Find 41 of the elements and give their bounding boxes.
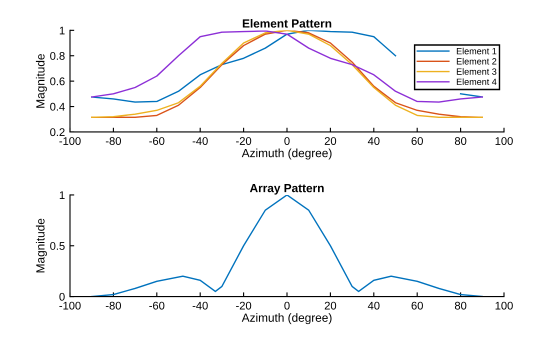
x-tick-label: 20: [324, 137, 336, 145]
x-tick-label: 20: [324, 302, 336, 310]
x-tick-label: -60: [149, 137, 164, 145]
x-axis-title: Azimuth (degree): [242, 148, 332, 160]
x-tick-label: 60: [412, 137, 423, 145]
line-series: [91, 194, 483, 297]
legend-label: Element 1: [456, 48, 496, 54]
chart-title: Element Pattern: [242, 18, 332, 28]
x-tick-label: 100: [496, 302, 513, 310]
x-tick-label: 0: [284, 137, 290, 145]
x-tick-label: 40: [368, 302, 380, 310]
x-tick-label: -100: [59, 302, 81, 310]
y-tick-label: 1: [60, 26, 65, 34]
y-axis-title: Magnitude: [36, 218, 47, 272]
x-tick-label: 60: [412, 302, 423, 310]
y-axis-title: Magnitude: [36, 54, 47, 108]
legend-label: Element 4: [456, 78, 497, 86]
legend-label: Element 3: [456, 68, 496, 75]
x-tick-label: -80: [106, 302, 121, 310]
x-tick-label: -80: [106, 137, 121, 145]
y-tick-label: 0.5: [50, 242, 65, 250]
y-tick-label: 0.6: [50, 77, 65, 86]
x-tick-label: 80: [454, 302, 466, 310]
x-tick-label: -20: [236, 137, 252, 145]
x-tick-label: 80: [454, 137, 466, 145]
x-tick-label: -100: [59, 137, 81, 145]
x-tick-label: 100: [496, 137, 513, 145]
x-tick-label: -20: [236, 302, 252, 310]
chart-title: Array Pattern: [250, 184, 324, 195]
x-tick-label: 40: [368, 137, 380, 145]
y-tick-label: 0.4: [50, 102, 65, 111]
x-tick-label: -60: [149, 302, 164, 310]
x-axis-title: Azimuth (degree): [242, 313, 332, 324]
x-tick-label: 0: [284, 302, 290, 310]
legend-label: Element 2: [456, 58, 496, 65]
y-tick-label: 0.2: [50, 128, 65, 136]
y-tick-label: 0: [59, 292, 65, 301]
y-tick-label: 1: [60, 191, 65, 199]
y-tick-label: 0.8: [50, 52, 65, 60]
x-tick-label: -40: [192, 137, 208, 145]
x-tick-label: -40: [192, 302, 208, 310]
